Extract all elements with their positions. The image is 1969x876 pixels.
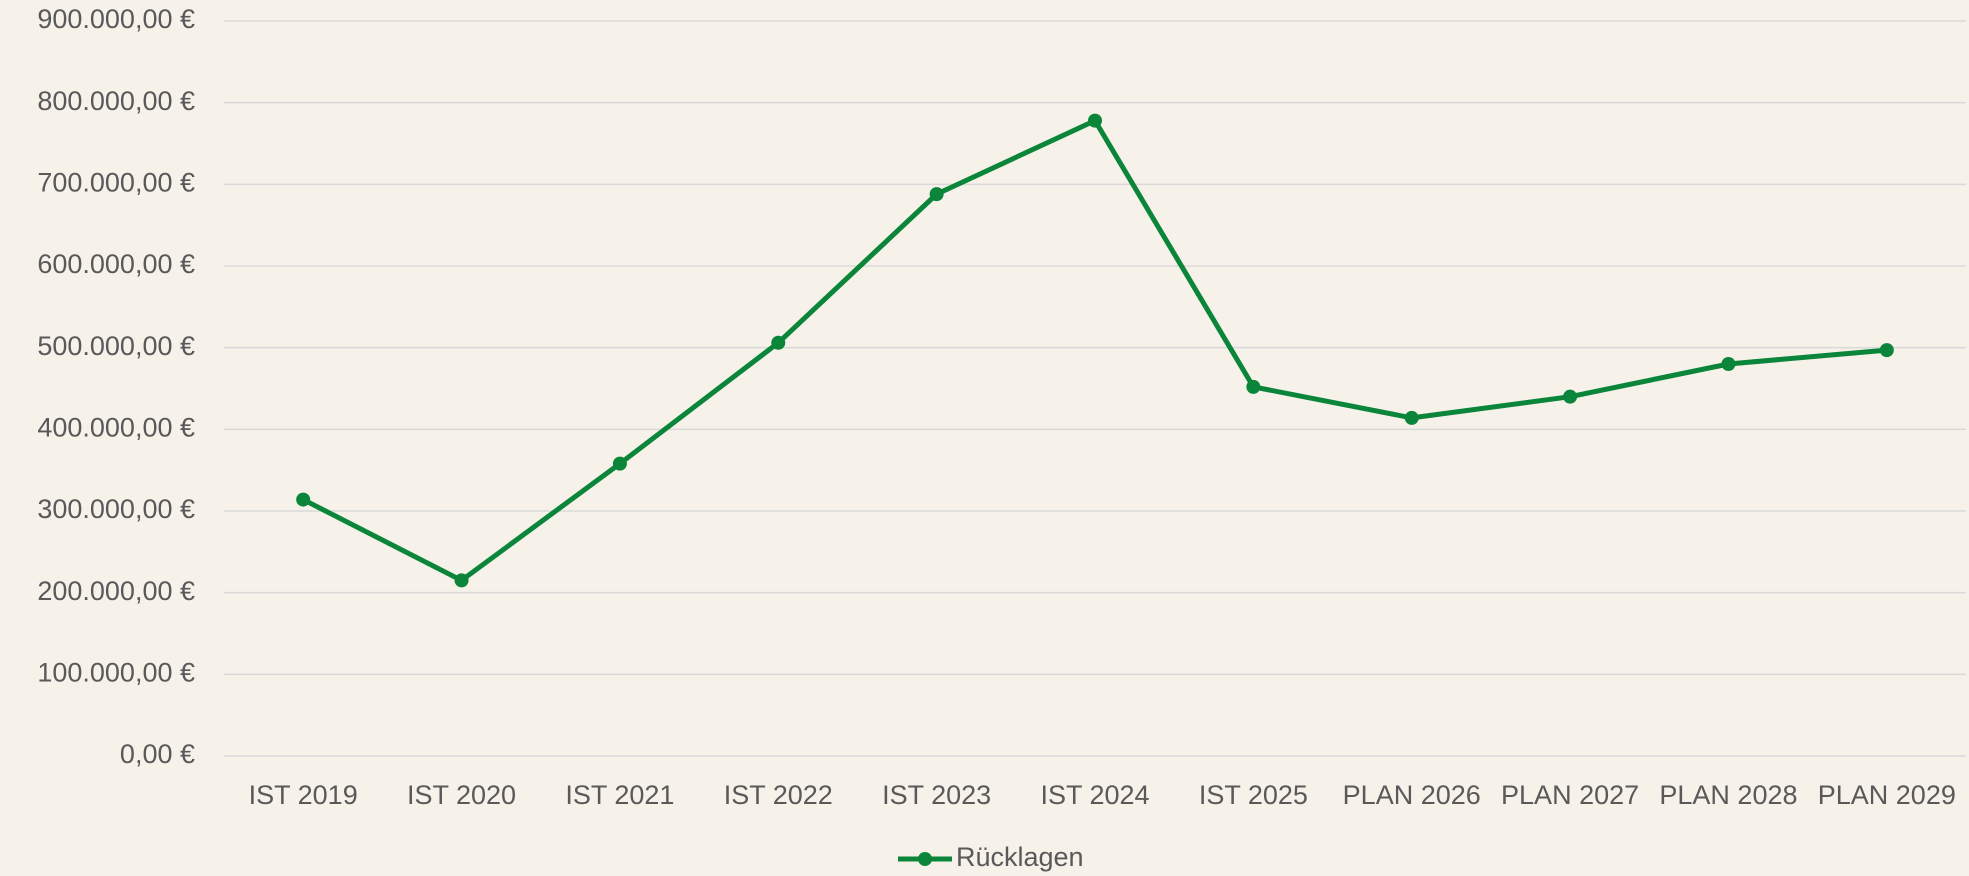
y-tick-label: 400.000,00 € xyxy=(37,412,195,442)
point xyxy=(771,335,786,350)
point xyxy=(1088,113,1102,128)
point xyxy=(1721,357,1736,371)
x-tick-label: IST 2024 xyxy=(1040,780,1149,810)
y-tick-label: 200.000,00 € xyxy=(37,576,195,606)
legend-label: Rücklagen xyxy=(956,842,1084,872)
x-tick-label: IST 2023 xyxy=(882,780,991,810)
y-tick-label: 500.000,00 € xyxy=(37,331,195,361)
x-tick-label: PLAN 2028 xyxy=(1659,780,1797,810)
y-tick-label: 900.000,00 € xyxy=(37,4,195,34)
x-tick-label: IST 2020 xyxy=(407,780,516,810)
point xyxy=(296,492,311,507)
point xyxy=(1246,379,1261,394)
legend-marker xyxy=(918,852,932,866)
x-tick-label: IST 2025 xyxy=(1199,780,1308,810)
point xyxy=(1404,410,1419,425)
x-tick-label: IST 2019 xyxy=(249,780,358,810)
point xyxy=(1879,343,1894,358)
point xyxy=(454,573,469,588)
x-tick-label: IST 2021 xyxy=(565,780,674,810)
x-tick-label: PLAN 2029 xyxy=(1818,780,1956,810)
y-tick-label: 600.000,00 € xyxy=(37,249,195,279)
x-tick-label: PLAN 2027 xyxy=(1501,780,1639,810)
y-tick-label: 700.000,00 € xyxy=(37,167,195,197)
point xyxy=(929,187,944,202)
x-tick-label: PLAN 2026 xyxy=(1343,780,1481,810)
y-tick-label: 0,00 € xyxy=(120,739,195,769)
point xyxy=(1563,389,1578,404)
y-tick-label: 100.000,00 € xyxy=(37,657,195,687)
x-tick-label: IST 2022 xyxy=(724,780,833,810)
y-tick-label: 800.000,00 € xyxy=(37,86,195,116)
point xyxy=(612,456,627,471)
y-tick-label: 300.000,00 € xyxy=(37,494,195,524)
